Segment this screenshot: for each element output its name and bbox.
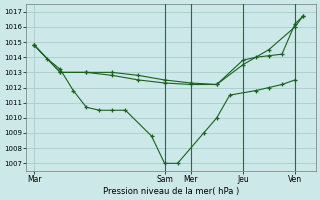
X-axis label: Pression niveau de la mer( hPa ): Pression niveau de la mer( hPa ): [103, 187, 239, 196]
